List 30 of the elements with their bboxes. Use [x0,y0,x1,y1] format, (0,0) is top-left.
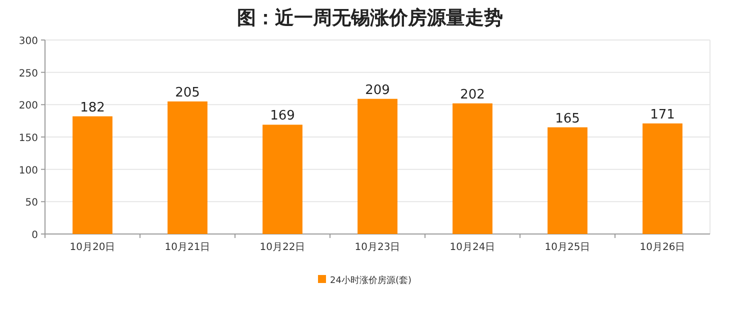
bar [262,124,302,234]
legend-label: 24小时涨价房源(套) [330,275,412,286]
data-label: 205 [175,85,200,100]
bar [642,123,682,234]
bar [452,103,492,234]
x-tick-label: 10月23日 [354,242,400,253]
bar [72,116,112,234]
y-tick-label: 50 [25,198,38,209]
y-tick-label: 150 [18,133,38,144]
x-tick-label: 10月22日 [260,242,306,253]
y-tick-label: 200 [18,100,38,112]
x-tick-label: 10月20日 [70,242,116,253]
x-tick-label: 10月24日 [450,242,496,253]
y-tick-label: 300 [18,36,38,47]
bar [358,98,398,234]
x-tick-label: 10月25日 [544,242,590,253]
bar [548,127,588,234]
data-label: 209 [365,82,390,98]
y-tick-label: 0 [32,230,38,241]
y-tick-label: 100 [18,165,38,176]
data-label: 182 [80,100,105,116]
data-label: 171 [650,107,675,122]
data-label: 165 [555,111,580,126]
x-tick-label: 10月21日 [164,242,210,253]
y-tick-label: 250 [18,68,38,80]
data-label: 202 [460,87,485,102]
x-tick-label: 10月26日 [640,242,686,253]
data-label: 169 [270,108,295,124]
bar [168,101,208,234]
chart-title: 图：近一周无锡涨价房源量走势 [237,7,503,29]
